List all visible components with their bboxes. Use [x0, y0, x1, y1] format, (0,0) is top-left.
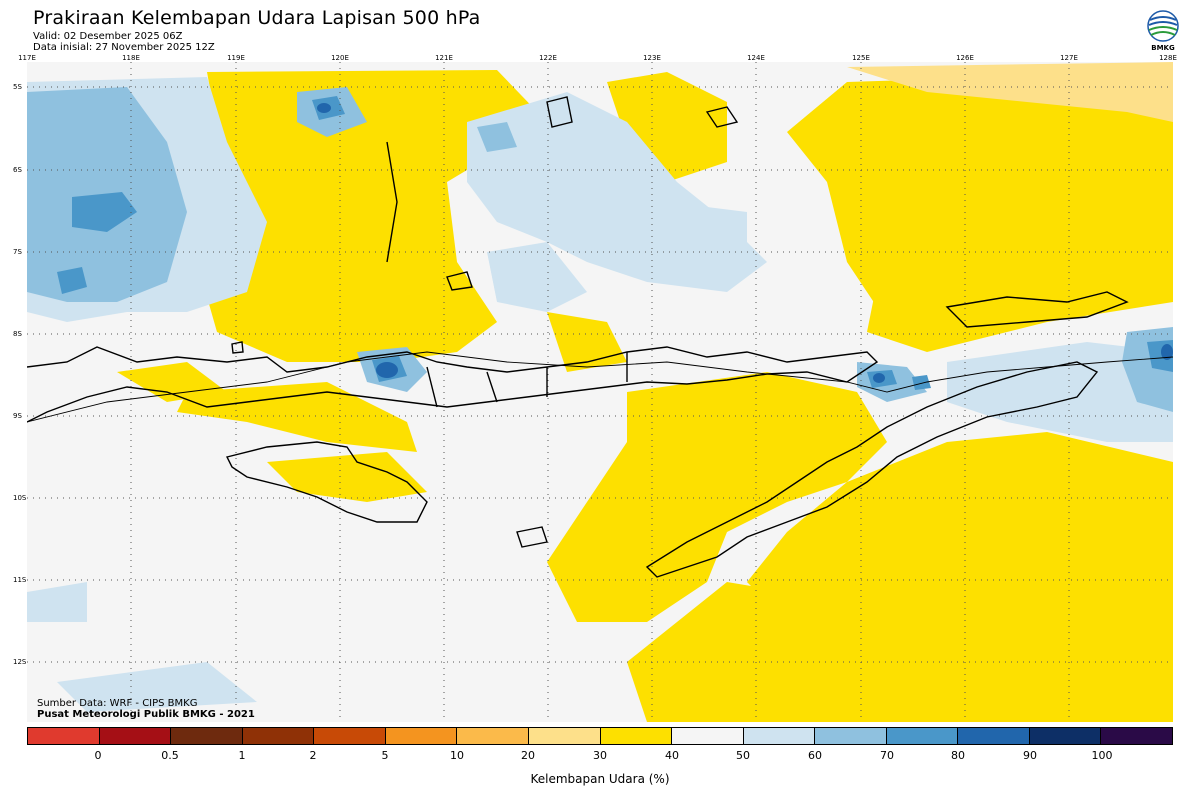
humidity-30-40-regions [117, 70, 1173, 722]
legend-swatch [743, 728, 816, 744]
legend-swatch [1029, 728, 1102, 744]
lon-label: 120E [331, 54, 349, 62]
legend-swatch [457, 728, 529, 744]
lat-label: 8S [13, 330, 22, 338]
lat-label: 6S [13, 166, 22, 174]
legend-swatch [314, 728, 386, 744]
lon-label: 118E [122, 54, 140, 62]
province-borders [27, 351, 1173, 423]
lon-label: 117E [18, 54, 36, 62]
lon-label: 122E [539, 54, 557, 62]
page-title: Prakiraan Kelembapan Udara Lapisan 500 h… [33, 7, 481, 29]
legend-colorbar [27, 727, 1173, 745]
coastlines [27, 96, 1129, 578]
lat-label: 7S [13, 248, 22, 256]
lat-label: 10S [13, 494, 27, 502]
humidity-map [27, 62, 1173, 722]
legend-swatch [672, 728, 744, 744]
legend-swatch [528, 728, 601, 744]
lon-label: 128E [1159, 54, 1177, 62]
legend-swatch [815, 728, 887, 744]
lon-label: 126E [956, 54, 974, 62]
legend-label: 70 [880, 749, 894, 762]
legend-label: 100 [1091, 749, 1113, 762]
legend-swatch [1101, 728, 1172, 744]
humidity-70-80-regions [57, 96, 1173, 390]
lon-label: 123E [643, 54, 661, 62]
legend-swatch [99, 728, 172, 744]
legend-label: 20 [521, 749, 535, 762]
legend-swatch [28, 728, 100, 744]
legend-label: 30 [593, 749, 607, 762]
lat-label: 11S [13, 576, 27, 584]
legend-label: 10 [450, 749, 464, 762]
lon-label: 119E [227, 54, 245, 62]
legend-label: 50 [736, 749, 750, 762]
legend-label: 5 [381, 749, 389, 762]
data-source: Sumber Data: WRF - CIPS BMKG [37, 698, 198, 709]
lat-label: 9S [13, 412, 22, 420]
lat-label: 12S [13, 658, 27, 666]
humidity-80-90-regions [317, 103, 1173, 383]
legend-swatch [886, 728, 959, 744]
legend-label: 1 [238, 749, 246, 762]
legend-swatch [958, 728, 1030, 744]
lon-label: 121E [435, 54, 453, 62]
lon-label: 127E [1060, 54, 1078, 62]
legend-swatch [171, 728, 243, 744]
legend-swatch [600, 728, 673, 744]
legend-label: 0 [94, 749, 102, 762]
lat-label: 5S [13, 83, 22, 91]
legend-label: 2 [309, 749, 317, 762]
init-time: Data inisial: 27 November 2025 12Z [33, 42, 215, 53]
legend-label: 40 [665, 749, 679, 762]
publisher: Pusat Meteorologi Publik BMKG - 2021 [37, 709, 255, 720]
legend-swatch [242, 728, 315, 744]
lon-label: 125E [852, 54, 870, 62]
logo-label: BMKG [1151, 44, 1175, 52]
legend-title: Kelembapan Udara (%) [530, 772, 670, 786]
legend-label: 90 [1023, 749, 1037, 762]
valid-time: Valid: 02 Desember 2025 06Z [33, 31, 183, 42]
bmkg-logo-icon [1147, 10, 1179, 42]
lon-label: 124E [747, 54, 765, 62]
legend-label: 0.5 [161, 749, 179, 762]
humidity-20-30-regions [847, 62, 1173, 122]
legend-swatch [385, 728, 458, 744]
legend-label: 60 [808, 749, 822, 762]
legend-label: 80 [951, 749, 965, 762]
